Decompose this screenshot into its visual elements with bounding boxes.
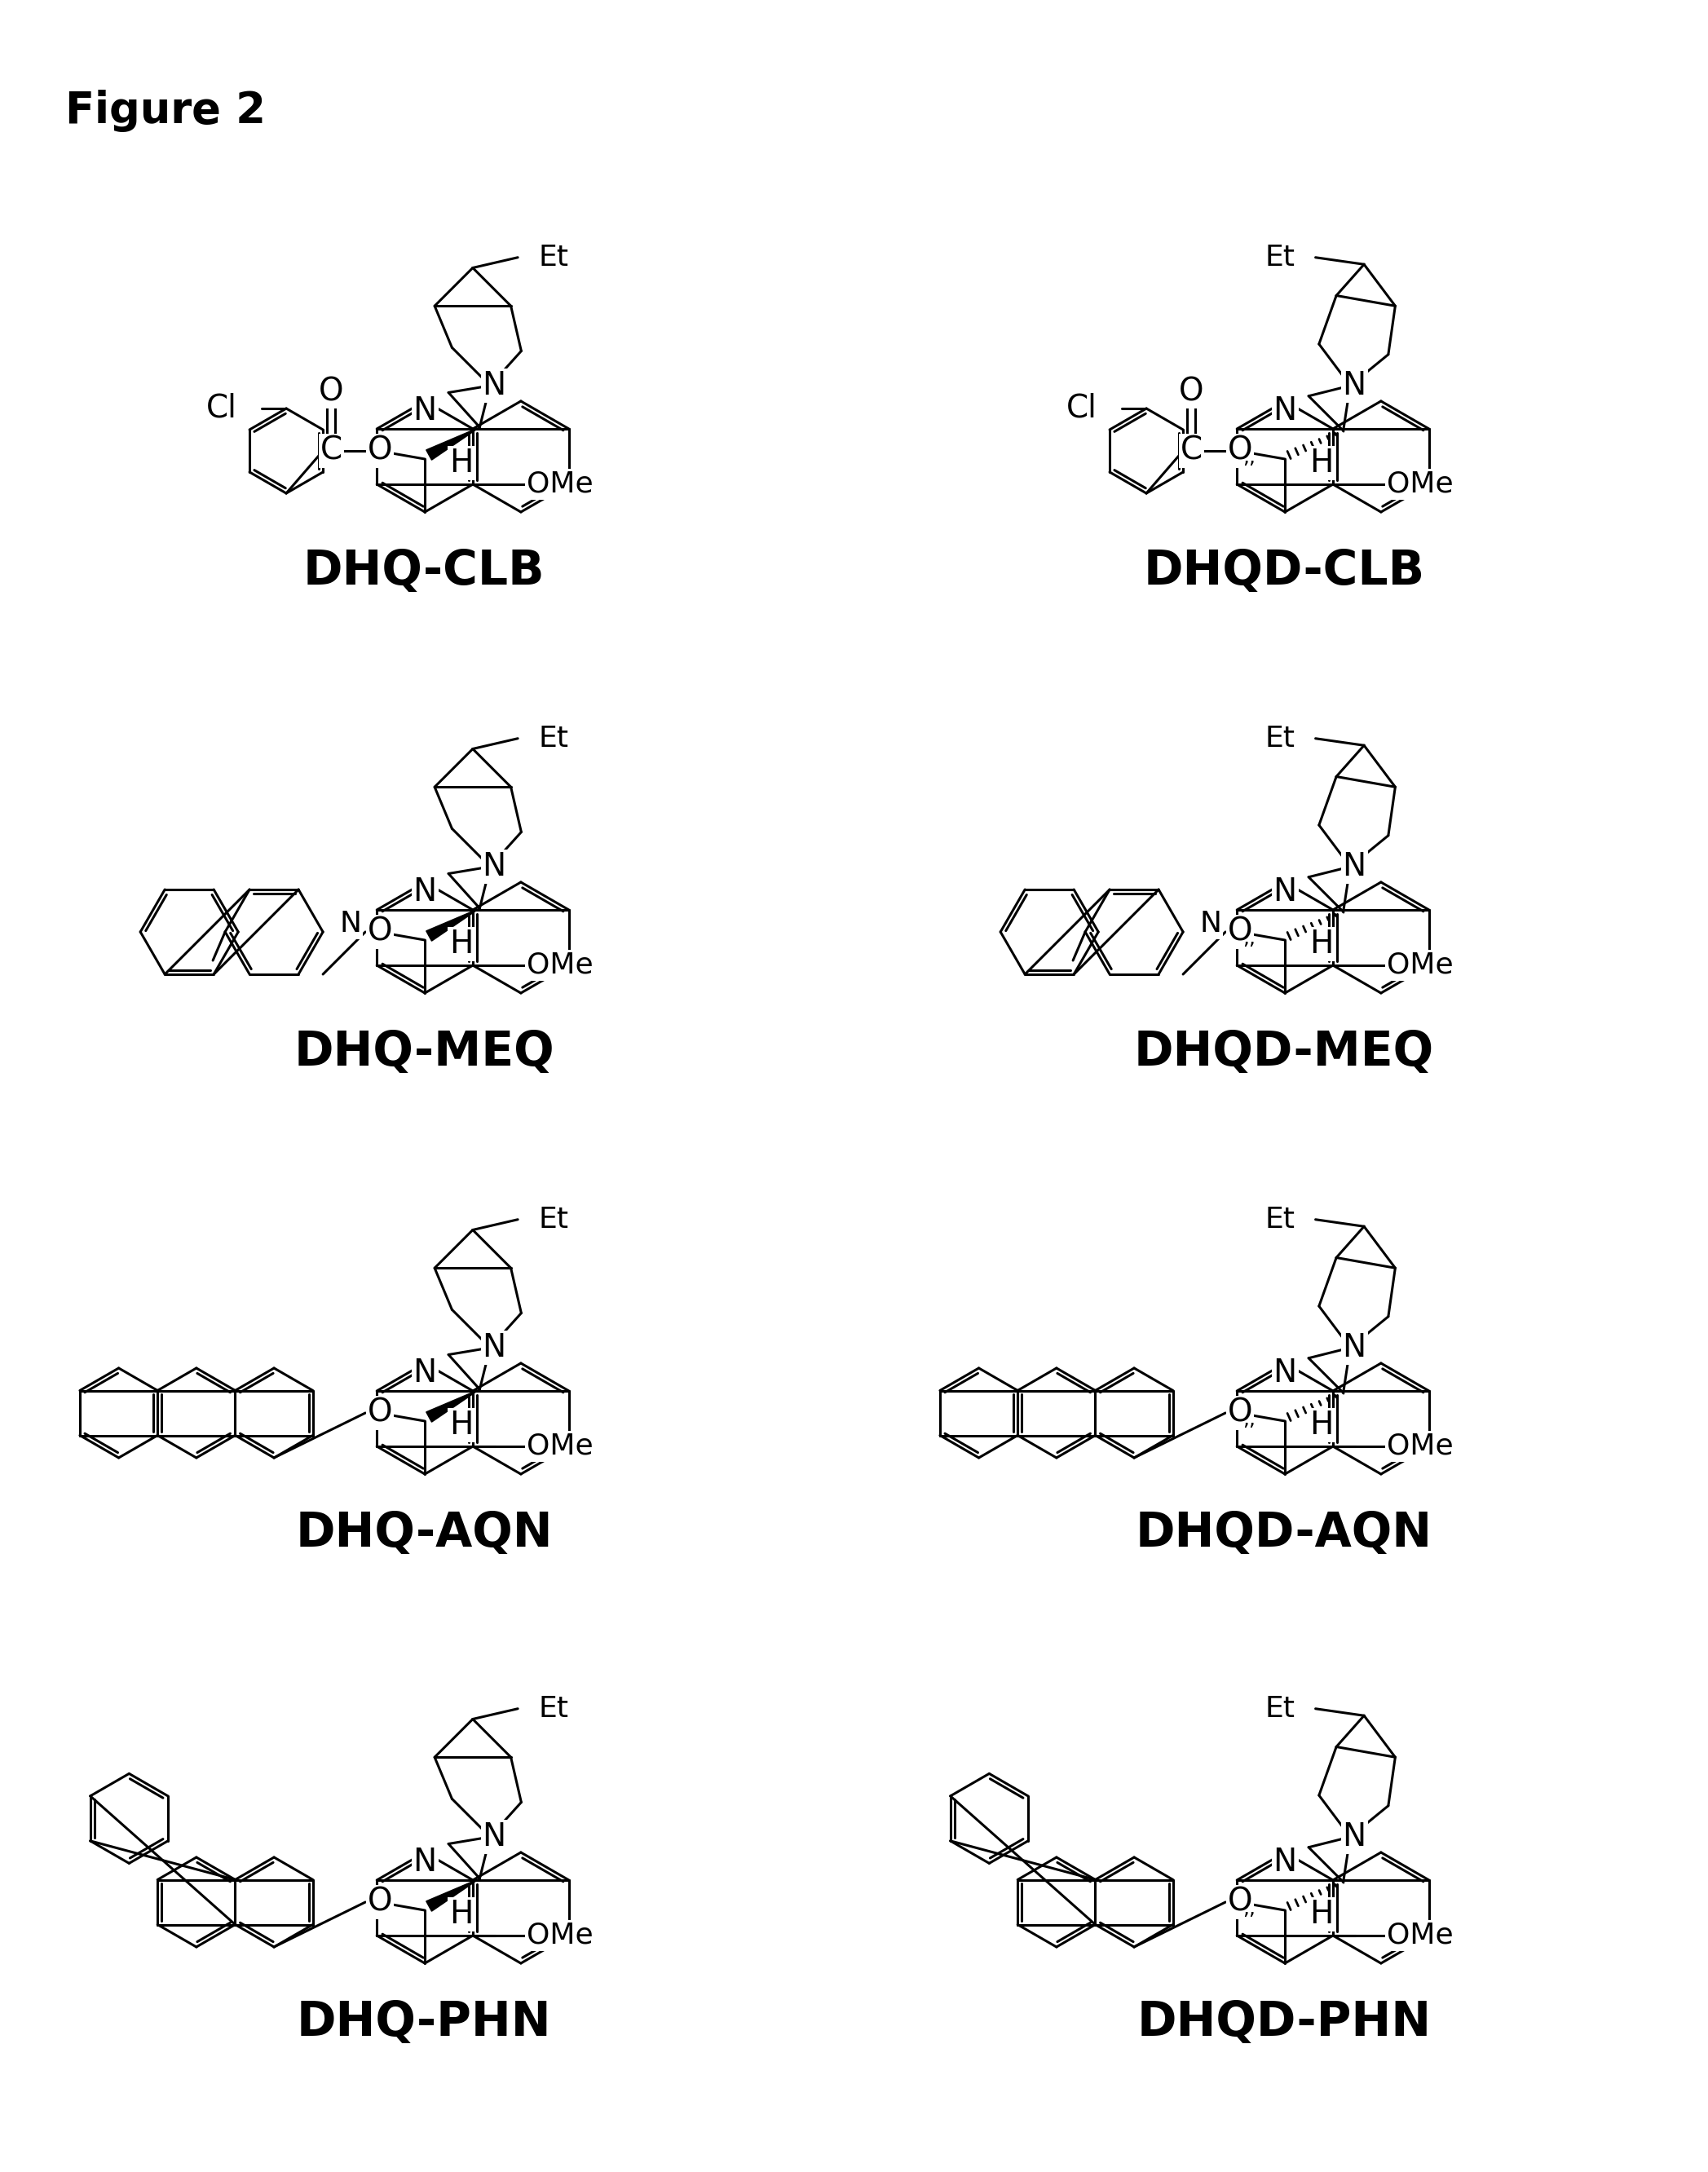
Text: OMe: OMe <box>1387 471 1454 497</box>
Text: DHQ-CLB: DHQ-CLB <box>302 547 545 593</box>
Text: N: N <box>413 1358 437 1388</box>
Text: Et: Et <box>538 1205 569 1234</box>
Text: OMe: OMe <box>526 1434 593 1460</box>
Text: DHQ-MEQ: DHQ-MEQ <box>294 1030 553 1075</box>
Polygon shape <box>427 1879 480 1911</box>
Text: N: N <box>1342 1822 1366 1853</box>
Text: ,,: ,, <box>1242 1410 1255 1429</box>
Text: H: H <box>449 1410 473 1440</box>
Text: Et: Et <box>538 243 569 272</box>
Text: DHQ-PHN: DHQ-PHN <box>297 1998 552 2046</box>
Text: C: C <box>319 434 342 467</box>
Text: DHQD-CLB: DHQD-CLB <box>1143 547 1424 593</box>
Text: Figure 2: Figure 2 <box>65 89 266 132</box>
Text: N: N <box>1342 851 1366 882</box>
Text: N: N <box>1272 877 1296 908</box>
Polygon shape <box>427 428 480 460</box>
Text: Et: Et <box>1264 243 1295 272</box>
Text: Et: Et <box>1264 1694 1295 1722</box>
Text: Cl: Cl <box>1066 393 1098 424</box>
Text: N: N <box>340 910 362 938</box>
Text: O: O <box>367 434 393 467</box>
Text: N: N <box>1342 1331 1366 1364</box>
Text: C: C <box>1180 434 1202 467</box>
Text: N: N <box>1199 910 1221 938</box>
Text: H: H <box>1310 930 1334 960</box>
Text: H: H <box>449 1898 473 1931</box>
Polygon shape <box>427 1390 480 1423</box>
Text: O: O <box>1228 1397 1252 1429</box>
Text: N: N <box>413 877 437 908</box>
Text: H: H <box>1310 447 1334 478</box>
Text: DHQ-AQN: DHQ-AQN <box>295 1510 553 1555</box>
Text: H: H <box>449 930 473 960</box>
Text: Et: Et <box>538 725 569 752</box>
Text: N: N <box>1272 1846 1296 1877</box>
Text: H: H <box>449 447 473 478</box>
Text: N: N <box>413 395 437 426</box>
Text: DHQD-PHN: DHQD-PHN <box>1138 1998 1431 2046</box>
Text: H: H <box>1310 1410 1334 1440</box>
Text: Et: Et <box>1264 1205 1295 1234</box>
Text: N: N <box>413 1846 437 1877</box>
Text: O: O <box>1228 917 1252 947</box>
Text: N: N <box>1272 1358 1296 1388</box>
Text: Et: Et <box>1264 725 1295 752</box>
Text: ,,: ,, <box>1242 1898 1255 1918</box>
Text: N: N <box>1272 395 1296 426</box>
Text: O: O <box>319 376 343 406</box>
Text: Cl: Cl <box>207 393 237 424</box>
Text: N: N <box>482 1822 506 1853</box>
Polygon shape <box>427 908 480 940</box>
Text: O: O <box>1228 1887 1252 1918</box>
Text: O: O <box>367 917 393 947</box>
Text: DHQD-AQN: DHQD-AQN <box>1136 1510 1433 1555</box>
Text: H: H <box>1310 1898 1334 1931</box>
Text: O: O <box>1228 434 1252 467</box>
Text: Et: Et <box>538 1694 569 1722</box>
Text: OMe: OMe <box>526 951 593 980</box>
Text: N: N <box>482 1331 506 1364</box>
Text: N: N <box>1342 369 1366 402</box>
Text: N: N <box>482 369 506 402</box>
Text: N: N <box>482 851 506 882</box>
Text: OMe: OMe <box>526 471 593 497</box>
Text: DHQD-MEQ: DHQD-MEQ <box>1134 1030 1435 1075</box>
Text: OMe: OMe <box>1387 951 1454 980</box>
Text: OMe: OMe <box>1387 1922 1454 1950</box>
Text: O: O <box>367 1397 393 1429</box>
Text: ,,: ,, <box>1242 447 1255 467</box>
Text: OMe: OMe <box>1387 1434 1454 1460</box>
Text: O: O <box>367 1887 393 1918</box>
Text: OMe: OMe <box>526 1922 593 1950</box>
Text: O: O <box>1179 376 1204 406</box>
Text: ,,: ,, <box>1242 930 1255 949</box>
